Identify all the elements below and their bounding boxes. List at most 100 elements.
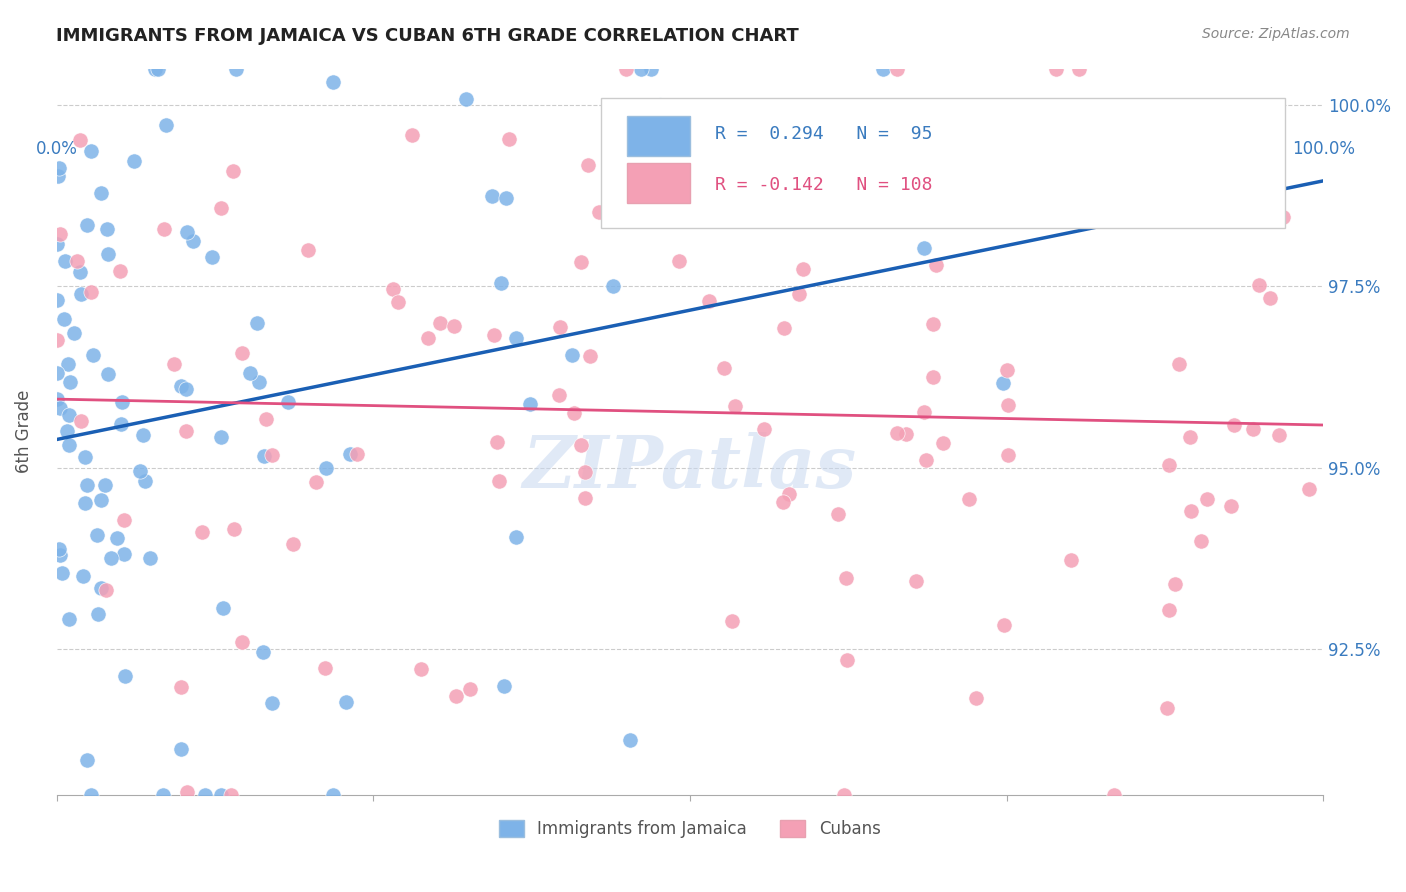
- Point: [721, 614, 744, 628]
- Point: [231, 345, 253, 359]
- Point: [112, 547, 135, 561]
- Point: [894, 426, 917, 441]
- Point: [1197, 117, 1219, 131]
- Point: [94, 478, 117, 492]
- Point: [55, 424, 77, 438]
- Point: [754, 422, 776, 436]
- Point: [429, 317, 451, 331]
- Point: [1102, 788, 1125, 802]
- Point: [932, 436, 955, 450]
- Point: [728, 186, 751, 200]
- Point: [254, 412, 277, 426]
- Point: [519, 397, 541, 411]
- Point: [90, 492, 112, 507]
- Point: [170, 680, 193, 694]
- Point: [73, 450, 96, 465]
- Point: [174, 424, 197, 438]
- Point: [588, 205, 610, 219]
- Point: [460, 681, 482, 696]
- Point: [143, 62, 166, 76]
- Point: [176, 382, 198, 396]
- Point: [824, 191, 846, 205]
- Point: [45, 236, 67, 251]
- Point: [114, 669, 136, 683]
- Point: [72, 568, 94, 582]
- Point: [488, 474, 510, 488]
- Point: [792, 261, 814, 276]
- Point: [211, 788, 233, 802]
- Point: [252, 645, 274, 659]
- Point: [59, 375, 82, 389]
- Point: [94, 582, 117, 597]
- Point: [1223, 418, 1246, 433]
- Point: [1267, 428, 1289, 442]
- Point: [79, 788, 101, 802]
- Point: [1298, 482, 1320, 496]
- Point: [69, 265, 91, 279]
- Point: [146, 62, 169, 76]
- Point: [1220, 500, 1243, 514]
- Point: [789, 287, 811, 301]
- Point: [668, 253, 690, 268]
- Point: [194, 788, 217, 802]
- Point: [219, 788, 242, 802]
- Point: [152, 788, 174, 802]
- Point: [212, 600, 235, 615]
- Point: [110, 417, 132, 431]
- Point: [444, 689, 467, 703]
- Point: [648, 98, 671, 112]
- Point: [176, 225, 198, 239]
- Point: [58, 612, 80, 626]
- Point: [51, 566, 73, 580]
- Point: [914, 405, 936, 419]
- Y-axis label: 6th Grade: 6th Grade: [15, 390, 32, 474]
- Point: [260, 696, 283, 710]
- Point: [1178, 430, 1201, 444]
- Point: [322, 75, 344, 89]
- Point: [835, 571, 858, 585]
- Point: [576, 158, 599, 172]
- Point: [66, 253, 89, 268]
- Point: [832, 788, 855, 802]
- Legend: Immigrants from Jamaica, Cubans: Immigrants from Jamaica, Cubans: [492, 813, 887, 845]
- Point: [1157, 458, 1180, 472]
- Point: [418, 331, 440, 345]
- Point: [1060, 553, 1083, 567]
- Point: [630, 62, 652, 76]
- Point: [63, 326, 86, 340]
- Point: [134, 475, 156, 489]
- Point: [201, 250, 224, 264]
- Point: [260, 448, 283, 462]
- Point: [346, 447, 368, 461]
- Point: [108, 264, 131, 278]
- Point: [613, 153, 636, 168]
- Text: R =  0.294   N =  95: R = 0.294 N = 95: [716, 125, 932, 143]
- Point: [339, 447, 361, 461]
- Point: [153, 222, 176, 236]
- Point: [574, 491, 596, 505]
- Point: [252, 449, 274, 463]
- Text: IMMIGRANTS FROM JAMAICA VS CUBAN 6TH GRADE CORRELATION CHART: IMMIGRANTS FROM JAMAICA VS CUBAN 6TH GRA…: [56, 27, 799, 45]
- Point: [561, 349, 583, 363]
- Point: [100, 551, 122, 566]
- Point: [45, 293, 67, 307]
- Point: [56, 357, 79, 371]
- Point: [176, 785, 198, 799]
- Point: [48, 161, 70, 175]
- Point: [505, 331, 527, 345]
- Point: [619, 733, 641, 747]
- Point: [579, 349, 602, 363]
- Point: [86, 528, 108, 542]
- Point: [304, 475, 326, 490]
- Point: [69, 133, 91, 147]
- Text: ZIPatlas: ZIPatlas: [523, 433, 856, 503]
- Point: [314, 660, 336, 674]
- Point: [139, 551, 162, 566]
- Point: [569, 438, 592, 452]
- Point: [82, 347, 104, 361]
- Point: [498, 131, 520, 145]
- Point: [965, 690, 987, 705]
- Point: [169, 379, 191, 393]
- Bar: [627, 116, 690, 156]
- Point: [1157, 602, 1180, 616]
